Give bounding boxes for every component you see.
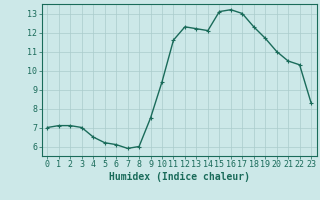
X-axis label: Humidex (Indice chaleur): Humidex (Indice chaleur) <box>109 172 250 182</box>
